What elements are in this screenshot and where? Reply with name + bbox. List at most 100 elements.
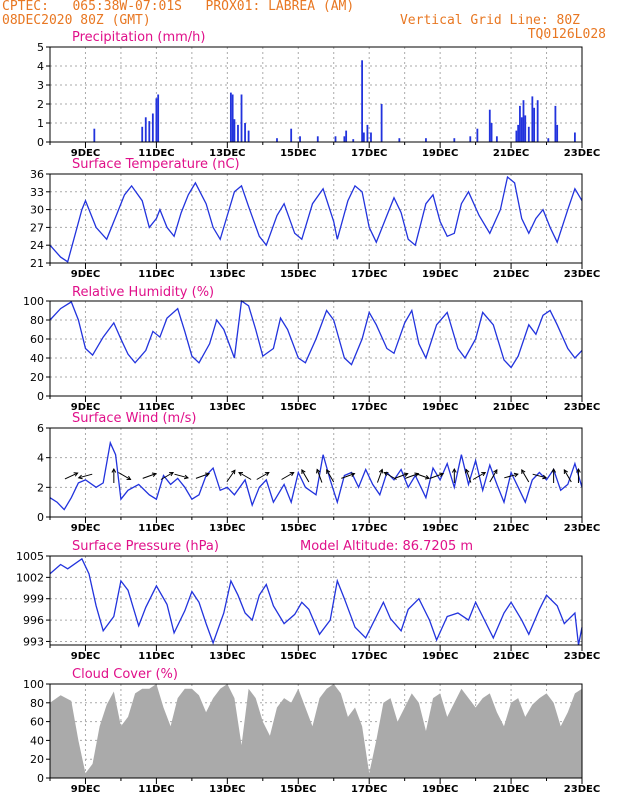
wind-arrow-head	[493, 469, 498, 474]
wind-arrow-head	[264, 471, 270, 477]
wind-arrow-head	[289, 471, 295, 477]
wind-arrow	[160, 471, 175, 480]
temp-x-tick-label: 11DEC	[138, 269, 174, 280]
precip-y-tick-label: 3	[37, 79, 44, 92]
wind-arrow-head	[563, 469, 568, 474]
wind-arrow-shaft	[341, 473, 355, 479]
header-station: CPTEC: 065:38W-07:01S PROX01: LABREA (AM…	[2, 0, 355, 14]
precip-bar	[141, 126, 144, 142]
wind-arrow	[281, 471, 295, 480]
wind-arrow	[77, 473, 93, 480]
wind-arrow-shaft	[394, 473, 408, 479]
wind-x-tick-label: 15DEC	[280, 523, 316, 534]
precip-bar	[151, 113, 154, 142]
wind-arrow-head	[424, 475, 430, 480]
pressure-frame	[49, 555, 583, 646]
precip-bar	[247, 130, 250, 142]
wind-x-tick-label: 17DEC	[351, 523, 387, 534]
wind-arrow	[465, 468, 472, 483]
wind-arrow	[195, 472, 211, 479]
wind-arrow-shaft	[281, 472, 294, 480]
wind-arrow-head	[183, 474, 189, 480]
precip-bar	[515, 130, 518, 142]
wind-y-tick-label: 6	[37, 422, 44, 435]
precip-bar	[276, 138, 278, 142]
wind-arrow	[316, 468, 323, 483]
cloud-x-tick-label: 23DEC	[564, 784, 600, 795]
humidity-x-tick-label: 19DEC	[422, 402, 458, 413]
wind-arrow	[111, 467, 117, 483]
wind-arrow-head	[238, 471, 244, 477]
precip-x-tick-label: 19DEC	[422, 148, 458, 159]
wind-arrow	[326, 469, 335, 483]
precip-x-tick-label: 15DEC	[280, 148, 316, 159]
wind-arrow-shaft	[301, 469, 310, 483]
precip-bar	[495, 136, 498, 142]
wind-arrow-head	[326, 469, 331, 474]
wind-arrow-shaft	[195, 473, 210, 479]
header-grid-line: Vertical Grid Line: 80Z	[399, 13, 580, 28]
header-run-time: 08DEC2020 80Z (GMT)	[2, 13, 151, 28]
wind-arrow-head	[151, 472, 157, 477]
precip-frame	[49, 46, 583, 143]
wind-arrow-shaft	[316, 469, 323, 483]
pressure-y-tick-label: 1005	[16, 550, 44, 563]
pressure-x-tick-label: 21DEC	[493, 651, 529, 662]
precip-bar	[469, 136, 472, 142]
wind-arrow-shaft	[174, 473, 189, 479]
wind-arrow-shaft	[118, 472, 131, 480]
precip-x-tick-label: 23DEC	[564, 148, 600, 159]
temp-y-tick-label: 27	[30, 221, 44, 234]
pressure-x-tick-label: 13DEC	[209, 651, 245, 662]
wind-arrow-shaft	[238, 472, 252, 480]
wind-title: Surface Wind (m/s)	[72, 411, 196, 426]
temp-x-tick-label: 17DEC	[351, 269, 387, 280]
cloud-x-tick-label: 17DEC	[351, 784, 387, 795]
pressure-y-tick-label: 993	[23, 635, 44, 648]
humidity-title: Relative Humidity (%)	[72, 285, 214, 300]
precip-bar	[453, 138, 456, 142]
temp-title: Surface Temperature (nC)	[72, 157, 240, 172]
pressure-y-tick-label: 996	[23, 614, 44, 627]
cloud-y-tick-label: 80	[30, 697, 44, 710]
precip-bar	[517, 124, 520, 142]
wind-y-tick-label: 4	[37, 452, 44, 465]
precip-bar	[343, 136, 346, 142]
temp-y-tick-label: 30	[30, 204, 44, 217]
wind-arrow	[563, 469, 572, 483]
wind-x-tick-label: 21DEC	[493, 523, 529, 534]
precip-bar	[237, 124, 239, 142]
pressure-x-tick-label: 11DEC	[138, 651, 174, 662]
wind-arrow-head	[231, 469, 236, 475]
wind-arrow-head	[451, 467, 457, 473]
temp-x-tick-label: 9DEC	[71, 269, 100, 280]
cloud-y-tick-label: 100	[23, 678, 44, 691]
pressure-annotation: Model Altitude: 86.7205 m	[300, 539, 473, 554]
wind-frame	[49, 427, 583, 518]
cloud-x-tick-label: 21DEC	[493, 784, 529, 795]
humidity-x-tick-label: 9DEC	[71, 402, 100, 413]
precip-bar	[299, 136, 301, 142]
wind-arrow	[256, 471, 270, 480]
pressure-y-tick-label: 999	[23, 593, 44, 606]
wind-arrow	[376, 468, 384, 483]
wind-arrow	[489, 469, 498, 483]
wind-arrow	[226, 469, 236, 483]
humidity-x-tick-label: 23DEC	[564, 402, 600, 413]
wind-arrow	[238, 471, 252, 480]
wind-arrow	[142, 472, 157, 479]
wind-arrow-head	[521, 469, 526, 474]
wind-arrow	[551, 467, 556, 483]
precip-bar	[522, 100, 525, 142]
temp-x-tick-label: 19DEC	[422, 269, 458, 280]
precip-bar	[556, 124, 559, 142]
wind-arrow	[472, 471, 487, 480]
wind-arrow-head	[301, 469, 306, 474]
pressure-x-tick-label: 23DEC	[564, 651, 600, 662]
wind-arrow	[405, 472, 420, 479]
wind-arrow-head	[169, 471, 175, 477]
cloud-y-tick-label: 20	[30, 753, 44, 766]
precip-title: Precipitation (mm/h)	[72, 30, 205, 45]
wind-arrow-shaft	[142, 473, 157, 479]
precip-bar	[345, 130, 348, 142]
